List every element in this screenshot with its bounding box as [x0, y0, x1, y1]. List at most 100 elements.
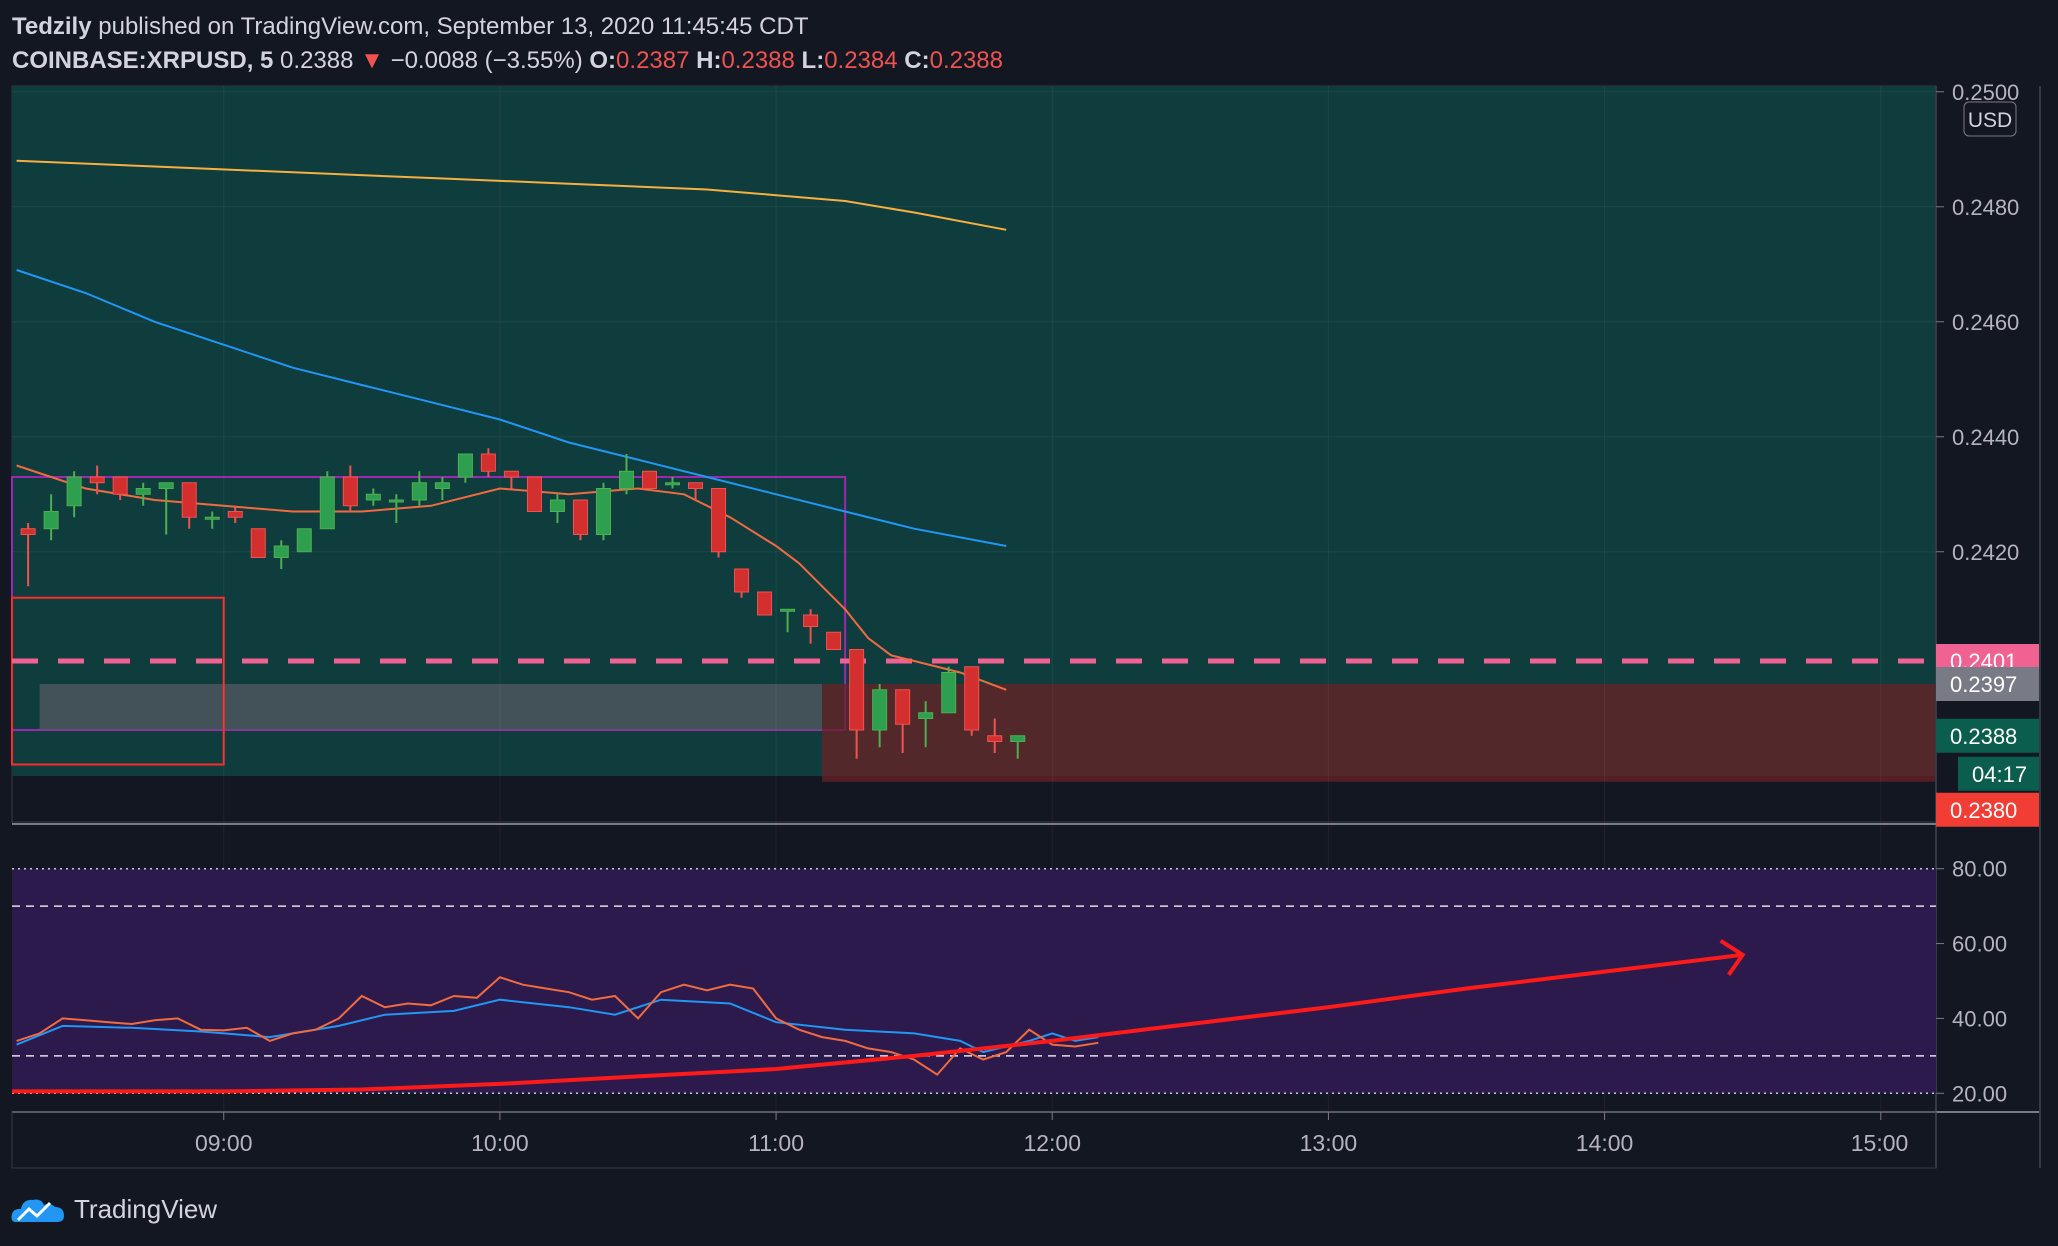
- tradingview-brand[interactable]: TradingView: [74, 1193, 218, 1224]
- candle-body: [872, 689, 888, 731]
- candle-body: [918, 712, 934, 719]
- candle-body: [941, 672, 957, 714]
- candle-body: [780, 608, 796, 612]
- candle: [250, 528, 266, 558]
- price-label: 0.2388: [1950, 724, 2017, 749]
- candle-body: [43, 511, 59, 530]
- candle: [503, 470, 519, 489]
- candle: [273, 540, 289, 569]
- candle-body: [1010, 735, 1026, 742]
- time-tick-label: 13:00: [1300, 1130, 1358, 1156]
- price-change: −0.0088 (−3.55%): [390, 47, 583, 74]
- ma-fast-line: [16, 464, 1007, 691]
- candle-body: [503, 470, 519, 478]
- time-tick-label: 14:00: [1576, 1130, 1634, 1156]
- green-zone: [12, 86, 1936, 776]
- ohlc-line: COINBASE:XRPUSD, 5 0.2388 ▼ −0.0088 (−3.…: [12, 44, 1512, 78]
- price-label: 0.2380: [1950, 798, 2017, 823]
- candle: [20, 523, 36, 587]
- price-tick-label: 0.2480: [1952, 195, 2019, 220]
- close-label: C:: [904, 47, 930, 74]
- symbol-label[interactable]: COINBASE:XRPUSD, 5: [12, 47, 274, 74]
- candle-body: [549, 499, 565, 512]
- rsi-tick-label: 80.00: [1952, 857, 2007, 882]
- candle: [572, 499, 588, 541]
- candle: [803, 609, 819, 644]
- price-tick-label: 0.2420: [1952, 540, 2019, 565]
- candle-body: [849, 649, 865, 731]
- candle-body: [342, 476, 358, 507]
- candle: [826, 631, 842, 650]
- time-axis: [11, 1111, 1937, 1169]
- candle-body: [595, 488, 611, 535]
- candle-body: [434, 482, 450, 489]
- candle-body: [665, 482, 681, 486]
- candle-body: [641, 470, 657, 489]
- candle: [941, 666, 957, 714]
- red-band: [822, 684, 1937, 782]
- time-tick-label: 15:00: [1851, 1130, 1909, 1156]
- candle: [641, 470, 657, 489]
- time-tick-label: 10:00: [471, 1130, 529, 1156]
- ma-slow-line: [16, 159, 1007, 231]
- price-label-bg: [1936, 667, 2040, 701]
- ma-mid-line: [16, 269, 1007, 547]
- price-tick-label: 0.2460: [1952, 310, 2019, 335]
- candle: [526, 476, 542, 512]
- candle: [895, 689, 911, 753]
- candle: [181, 482, 197, 529]
- candle: [665, 477, 681, 489]
- candle-body: [803, 614, 819, 627]
- candle: [388, 494, 404, 523]
- candle: [43, 494, 59, 541]
- currency-box: [1963, 101, 2017, 137]
- candle: [1010, 735, 1026, 759]
- candle: [158, 482, 174, 535]
- time-tick-label: 12:00: [1023, 1130, 1081, 1156]
- candle: [319, 471, 335, 530]
- grey-band: [39, 684, 823, 730]
- candle: [66, 471, 82, 518]
- candle: [89, 465, 105, 495]
- high-label: H:: [696, 47, 722, 74]
- price-tick-label: 0.2500: [1952, 80, 2019, 105]
- publish-line: Tedzily published on TradingView.com, Se…: [12, 10, 1512, 44]
- published-text: published on TradingView.com, September …: [98, 13, 809, 40]
- close-value: 0.2388: [929, 47, 1003, 74]
- candle: [411, 471, 427, 506]
- candle: [849, 649, 865, 759]
- price-axis: [1936, 86, 2038, 1168]
- candle: [204, 511, 220, 529]
- time-tick-label: 09:00: [195, 1130, 253, 1156]
- candle: [734, 568, 750, 598]
- candle-body: [964, 666, 980, 731]
- last-price: 0.2388: [280, 47, 354, 74]
- candle-body: [181, 482, 197, 518]
- publisher-name[interactable]: Tedzily: [12, 13, 92, 40]
- candle-body: [273, 545, 289, 558]
- price-label-bg: [1958, 756, 2040, 791]
- candle-body: [227, 511, 243, 518]
- candle-body: [20, 528, 36, 535]
- candle: [964, 666, 980, 736]
- high-value: 0.2388: [721, 47, 795, 74]
- candle: [987, 718, 1003, 753]
- candle-body: [135, 488, 151, 495]
- candle: [918, 701, 934, 748]
- candle-body: [987, 735, 1003, 742]
- candle-body: [688, 482, 704, 489]
- price-label-bg: [1936, 792, 2040, 827]
- candle-body: [365, 493, 381, 501]
- candle-body: [480, 453, 496, 472]
- candle-body: [411, 482, 427, 501]
- candle-body: [826, 631, 842, 650]
- candle-body: [319, 476, 335, 530]
- candle-body: [711, 488, 727, 553]
- candle-body: [158, 482, 174, 489]
- candle: [135, 482, 151, 506]
- candle-body: [112, 476, 128, 495]
- footer-brand: TradingView: [10, 1192, 217, 1226]
- rsi-tick-label: 20.00: [1952, 1081, 2007, 1106]
- currency-label: USD: [1968, 109, 2012, 132]
